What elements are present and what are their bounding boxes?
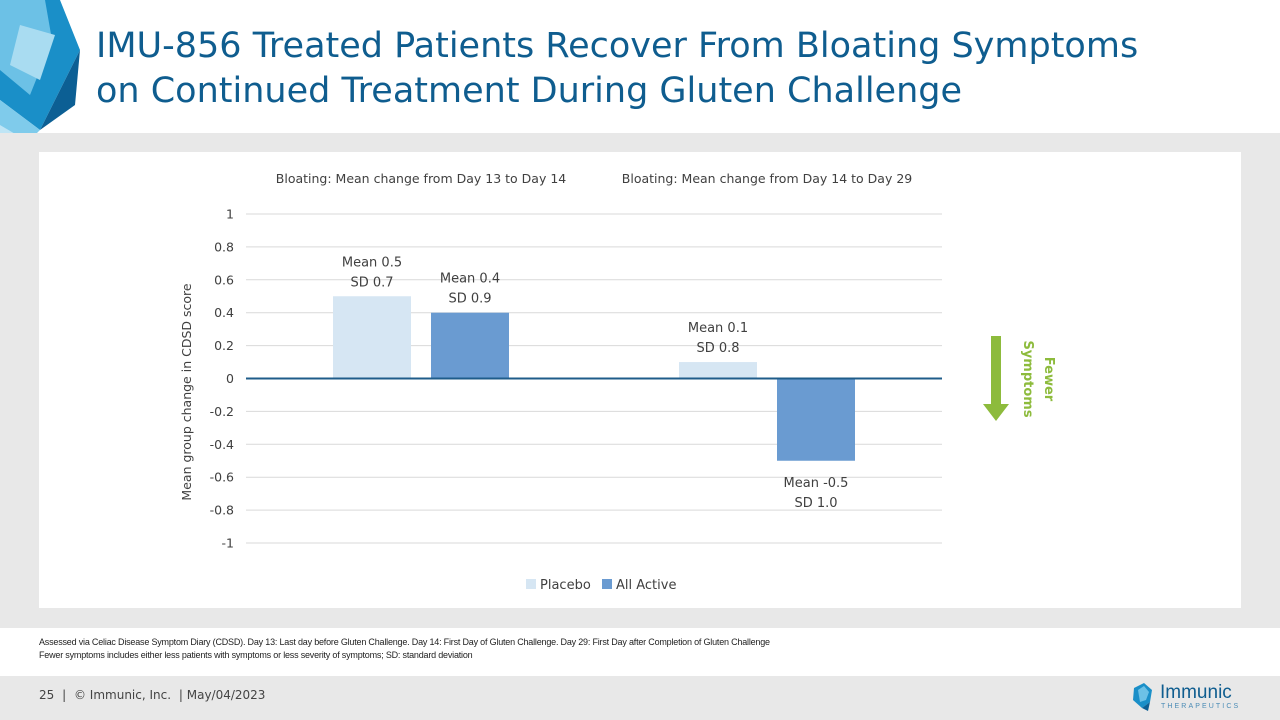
y-tick-label: 0.4 [214, 305, 234, 320]
annotation-line-fewer: Fewer [1041, 357, 1056, 402]
bars [333, 296, 855, 461]
y-tick-label: 1 [226, 207, 234, 222]
bar-placebo-panel-2 [679, 362, 757, 379]
y-axis-ticks: 1 0.8 0.6 0.4 0.2 0 -0.2 -0.4 -0.6 -0.8 -1 [210, 207, 234, 551]
y-tick-label: -0.2 [210, 404, 234, 419]
footer-date: | May/04/2023 [178, 688, 266, 702]
fewer-symptoms-annotation: Fewer Symptoms [983, 336, 1056, 421]
bar-active-panel-2 [777, 378, 855, 461]
data-labels: Mean 0.5 SD 0.7 Mean 0.4 SD 0.9 Mean 0.1 SD 0… [342, 255, 849, 511]
slide-title: IMU-856 Treated Patients Recover From Bl… [96, 24, 1196, 114]
panel-title-1: Bloating: Mean change from Day 13 to Day… [276, 171, 567, 186]
data-label-mean: Mean 0.5 [342, 255, 402, 270]
corner-logo-shapes [0, 0, 80, 170]
down-arrow-icon [983, 336, 1009, 421]
legend-label-active: All Active [616, 578, 676, 593]
y-tick-label: 0.6 [214, 272, 234, 287]
panel-titles: Bloating: Mean change from Day 13 to Day… [276, 171, 913, 186]
annotation-line-symptoms: Symptoms [1020, 340, 1035, 417]
footnote-line-1: Assessed via Celiac Disease Symptom Diar… [39, 637, 770, 647]
y-tick-label: -0.4 [210, 437, 234, 452]
bar-placebo-panel-1 [333, 296, 411, 379]
data-label-sd: SD 0.7 [350, 275, 393, 290]
chart-card: 1 0.8 0.6 0.4 0.2 0 -0.2 -0.4 -0.6 -0.8 -1 Mean 0.… [39, 152, 1241, 608]
data-label-sd: SD 0.9 [448, 292, 491, 307]
footnotes: Assessed via Celiac Disease Symptom Diar… [39, 636, 1039, 662]
brand-name: Immunic [1160, 682, 1232, 703]
bar-active-panel-1 [431, 312, 509, 379]
slide-title-line-1: IMU-856 Treated Patients Recover From Bl… [96, 26, 1139, 66]
data-label-sd: SD 1.0 [794, 496, 837, 511]
footnote-line-2: Fewer symptoms includes either less pati… [39, 650, 473, 660]
footer-info: 25 | © Immunic, Inc. | May/04/2023 [39, 688, 269, 702]
y-tick-label: 0.2 [214, 338, 234, 353]
copyright: © Immunic, Inc. [73, 688, 172, 702]
footer-background [0, 676, 1280, 720]
panel-title-2: Bloating: Mean change from Day 14 to Day… [622, 171, 913, 186]
data-label-sd: SD 0.8 [696, 341, 739, 356]
y-tick-label: 0 [226, 371, 234, 386]
footer-separator: | [62, 688, 67, 702]
slide-title-line-2: on Continued Treatment During Gluten Cha… [96, 71, 963, 111]
immunic-logo-icon [1133, 683, 1152, 711]
data-label-mean: Mean -0.5 [784, 476, 849, 491]
legend-swatch-active [602, 579, 612, 589]
y-tick-label: -0.6 [210, 470, 234, 485]
y-tick-label: -0.8 [210, 503, 234, 518]
bar-chart: 1 0.8 0.6 0.4 0.2 0 -0.2 -0.4 -0.6 -0.8 -1 Mean 0.… [179, 171, 1056, 593]
legend-label-placebo: Placebo [540, 578, 591, 593]
legend-swatch-placebo [526, 579, 536, 589]
data-label-mean: Mean 0.4 [440, 272, 500, 287]
page-number: 25 [39, 688, 55, 702]
legend: Placebo All Active [526, 578, 676, 593]
data-label-mean: Mean 0.1 [688, 321, 748, 336]
y-axis-label: Mean group change in CDSD score [179, 283, 194, 500]
brand-tagline: THERAPEUTICS [1161, 703, 1241, 710]
y-tick-label: 0.8 [214, 239, 234, 254]
y-tick-label: -1 [222, 536, 234, 551]
